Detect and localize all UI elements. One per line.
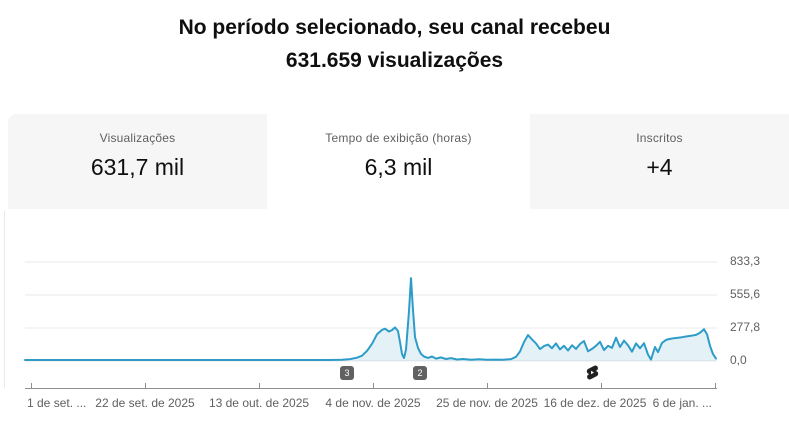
y-axis-label: 833,3 [730,254,761,268]
time-series-chart[interactable] [0,209,789,422]
shorts-icon[interactable] [584,364,601,381]
y-axis-label: 277,8 [730,320,761,334]
tab-label: Tempo de exibição (horas) [325,131,472,145]
video-count-badge[interactable]: 2 [413,366,427,380]
metric-tabs: Visualizações 631,7 mil Tempo de exibiçã… [8,114,789,209]
tab-label: Inscritos [636,131,683,145]
page-title-line2: 631.659 visualizações [285,49,504,72]
x-axis-label: 16 de dez. de 2025 [543,396,647,410]
x-axis-label: 25 de nov. de 2025 [436,396,538,410]
tab-value: 6,3 mil [364,154,433,180]
chart-data-line [24,277,717,361]
x-axis-label: 6 de jan. ... [652,396,712,410]
tab-value: +4 [646,154,673,180]
tab-inscritos[interactable]: Inscritos +4 [530,114,789,209]
tab-visualizacoes[interactable]: Visualizações 631,7 mil [8,114,267,209]
tab-value: 631,7 mil [90,154,185,180]
x-axis-label: 4 de nov. de 2025 [325,396,421,410]
x-axis-label: 13 de out. de 2025 [208,396,310,410]
tab-tempo-de-exibicao[interactable]: Tempo de exibição (horas) 6,3 mil [269,114,528,209]
x-axis-ticks [31,383,716,388]
page-title-line1: No período selecionado, seu canal recebe… [178,16,611,39]
tab-label: Visualizações [99,131,176,145]
page-title: No período selecionado, seu canal recebe… [0,11,789,77]
x-axis-label: 1 de set. ... [27,396,87,410]
video-count-badge[interactable]: 3 [340,366,354,380]
x-axis-label: 22 de set. de 2025 [95,396,195,410]
y-axis-label: 0,0 [730,353,747,367]
y-axis-label: 555,6 [730,287,761,301]
